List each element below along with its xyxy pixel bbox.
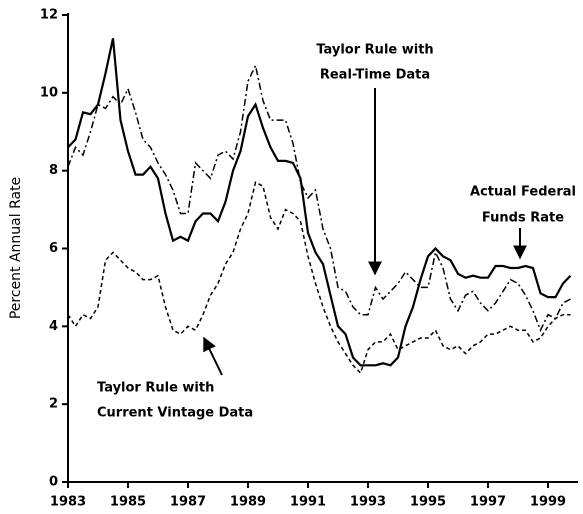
series-line	[67, 63, 571, 333]
series-line	[67, 38, 572, 367]
y-tick-label: 12	[40, 8, 58, 23]
y-tick-label: 10	[40, 85, 58, 100]
annotation: Actual Federal	[470, 185, 576, 200]
x-tick-label: 1997	[470, 495, 506, 510]
x-tick-label: 1991	[290, 495, 326, 510]
annotation: Real-Time Data	[320, 68, 430, 83]
annotation: Taylor Rule with	[316, 43, 433, 58]
x-tick-label: 1995	[410, 495, 446, 510]
y-tick-label: 0	[49, 475, 58, 490]
arrow	[203, 336, 223, 376]
annotation: Funds Rate	[482, 211, 564, 226]
x-tick-label: 1989	[230, 495, 266, 510]
y-axis-label: Percent Annual Rate	[8, 177, 24, 319]
annotation: Taylor Rule with	[97, 381, 214, 396]
series-line	[67, 181, 571, 375]
y-tick-label: 2	[49, 397, 58, 412]
annotation: Current Vintage Data	[97, 406, 253, 421]
x-tick-label: 1999	[530, 495, 566, 510]
x-tick-label: 1983	[50, 495, 86, 510]
y-tick-label: 8	[49, 163, 58, 178]
y-tick-label: 4	[49, 319, 58, 334]
x-tick-label: 1987	[170, 495, 206, 510]
x-tick-label: 1993	[350, 495, 386, 510]
x-tick-label: 1985	[110, 495, 146, 510]
y-tick-label: 6	[49, 241, 58, 256]
